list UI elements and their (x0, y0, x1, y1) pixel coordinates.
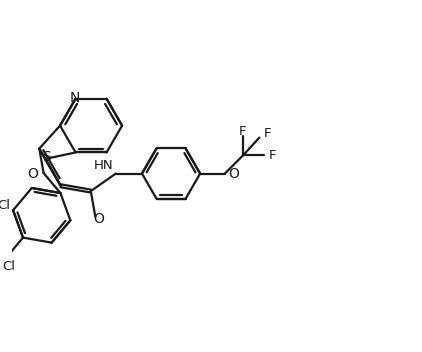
Text: N: N (69, 91, 80, 105)
Text: O: O (93, 212, 104, 226)
Text: S: S (42, 150, 51, 164)
Text: F: F (268, 149, 276, 162)
Text: HN: HN (94, 159, 114, 172)
Text: O: O (228, 166, 238, 181)
Text: Cl: Cl (3, 260, 16, 273)
Text: O: O (27, 167, 38, 181)
Text: F: F (238, 125, 246, 138)
Text: F: F (264, 127, 272, 140)
Text: Cl: Cl (0, 199, 11, 212)
